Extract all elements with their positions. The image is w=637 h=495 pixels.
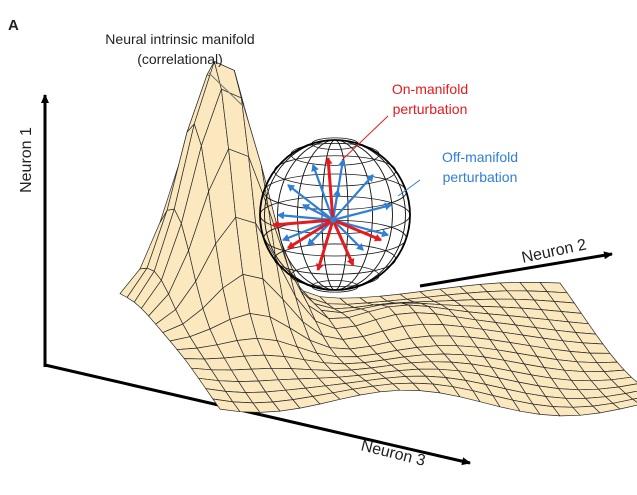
neuron1-label: Neuron 1	[18, 127, 35, 193]
off-manifold-arrow	[332, 174, 374, 221]
off-manifold-leader	[397, 179, 421, 197]
latitude	[273, 243, 397, 275]
mesh-cell	[611, 376, 637, 388]
mesh-cell	[618, 383, 637, 394]
longitude	[277, 139, 393, 291]
neuron3-label: Neuron 3	[359, 437, 427, 469]
off-manifold-label: Off-manifold	[442, 149, 518, 165]
perturbation-sphere	[259, 137, 411, 293]
off-manifold-arrow	[332, 202, 392, 222]
panel-label: A	[8, 17, 19, 34]
on-manifold-label: On-manifold	[392, 81, 468, 97]
on-manifold-arrow	[272, 218, 334, 229]
off-manifold-arrow	[287, 184, 334, 221]
manifold-label: (correlational)	[137, 51, 223, 67]
off-manifold-arrow	[282, 218, 334, 242]
on-manifold-leader	[341, 115, 389, 161]
on-manifold-arrow	[332, 218, 382, 242]
perturbation-arrows	[272, 157, 392, 271]
axis-neuron3	[44, 363, 471, 466]
center-point	[330, 217, 336, 223]
manifold-leader	[207, 71, 246, 109]
longitude	[277, 139, 393, 291]
off-manifold-label: perturbation	[443, 169, 518, 185]
off-manifold-arrow	[332, 219, 364, 251]
mesh-cell	[625, 390, 637, 400]
latitude	[273, 155, 397, 187]
off-manifold-arrow	[311, 164, 335, 221]
longitude	[297, 139, 373, 291]
manifold-label: Neural intrinsic manifold	[105, 31, 254, 47]
on-manifold-arrow	[287, 218, 334, 250]
on-manifold-arrow	[315, 219, 335, 271]
mesh-cell	[632, 397, 637, 403]
axis-neuron2	[419, 251, 613, 288]
off-manifold-arrow	[277, 211, 334, 222]
sphere-outline	[259, 139, 411, 291]
off-manifold-arrow	[302, 204, 334, 221]
on-manifold-label: perturbation	[393, 101, 468, 117]
mesh-cell	[612, 398, 637, 410]
on-manifold-arrow	[324, 157, 335, 221]
manifold-surface	[119, 61, 637, 417]
on-manifold-arrow	[331, 219, 355, 266]
longitude	[297, 139, 373, 291]
